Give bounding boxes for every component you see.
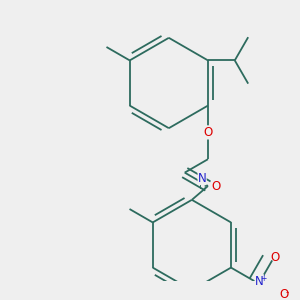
Text: +: + (261, 274, 267, 283)
Text: -: - (285, 288, 289, 297)
Text: N: N (255, 274, 264, 287)
Text: O: O (203, 126, 213, 139)
Text: O: O (280, 288, 289, 300)
Text: N: N (198, 172, 206, 185)
Text: O: O (212, 179, 221, 193)
Text: H: H (199, 181, 206, 191)
Text: O: O (270, 251, 279, 264)
